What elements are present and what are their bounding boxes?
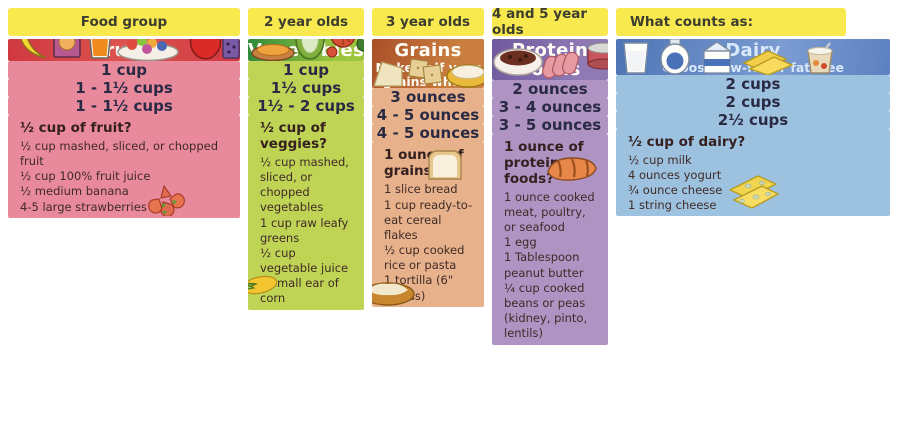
fruits-amount-45yr: 1 - 1½ cups: [8, 96, 240, 115]
table-row-fruits: Fruits 1 cup 1 - 1½ cups 1 - 1½ cups ½ c…: [8, 39, 240, 218]
grains-title: Grains: [394, 40, 462, 61]
grains-amount-2yr: 3 ounces: [372, 88, 484, 107]
grains-group-cell: Grains Make half your grains whole: [372, 39, 484, 89]
grains-what-counts-cell: 1 ounce of grains? 1 slice bread 1 cup r…: [372, 142, 484, 307]
bruschetta-icon: [251, 43, 295, 61]
yogurt-cup-icon: [807, 41, 833, 74]
grains-amount-45yr: 4 - 5 ounces: [372, 124, 484, 143]
protein-food-icons: [493, 42, 608, 79]
dairy-amount-2yr: 2 cups: [616, 74, 890, 93]
tuna-can-icon: [587, 42, 608, 70]
canned-peaches-icon: [53, 39, 81, 58]
milk-jug-icon: [660, 39, 690, 75]
vegetables-item: 1 small ear of corn: [260, 276, 339, 306]
cucumber-icon: [295, 39, 325, 60]
fruits-amount-3yr: 1 - 1½ cups: [8, 78, 240, 97]
vegetables-amount-3yr: 1½ cups: [248, 78, 364, 97]
cereal-bowl-icon: [446, 64, 484, 89]
dairy-group-cell: Dairy Choose low-fat or fat-free: [616, 39, 890, 75]
fruits-item: ½ cup mashed, sliced, or chopped fruit: [20, 138, 219, 169]
fruits-group-cell: Fruits: [8, 39, 240, 61]
table-row-vegetables: Vegetables 1 cup 1½ cups 1½ - 2 cups ½ c…: [248, 39, 364, 310]
table-row-protein-foods: Protein Foods 2 ounces 3 - 4 ounces 3 - …: [492, 39, 608, 345]
column-header-what-counts: What counts as:: [616, 8, 846, 36]
protein-item: 1 Tablespoon peanut butter: [504, 250, 584, 280]
dairy-question: ½ cup of dairy?: [628, 133, 746, 150]
fruits-question: ½ cup of fruit?: [20, 119, 132, 136]
protein-question: 1 ounce of protein foods?: [504, 138, 584, 187]
dairy-item: ½ cup milk: [628, 152, 692, 167]
cheese-slices-icon: [742, 49, 794, 75]
protein-amount-45yr: 3 - 5 ounces: [492, 115, 608, 134]
vegetables-group-cell: Vegetables: [248, 39, 364, 61]
apple-icon: [189, 39, 222, 60]
raisin-box-icon: [222, 39, 240, 59]
column-header-food-group: Food group: [8, 8, 240, 36]
broccoli-icon: [356, 39, 364, 52]
milk-glass-icon: [623, 41, 649, 74]
protein-item: ¼ cup cooked beans or peas (kidney, pint…: [504, 280, 588, 341]
dairy-item: 1 string cheese: [628, 198, 717, 213]
fruits-item: ½ medium banana: [20, 184, 129, 199]
vegetables-item: ½ cup vegetable juice: [260, 245, 349, 276]
grains-amount-3yr: 4 - 5 ounces: [372, 106, 484, 125]
fruit-plate-icon: [117, 39, 179, 61]
grains-food-icons: [373, 58, 484, 89]
grains-item: 1 cup ready-to-eat cereal flakes: [384, 197, 473, 242]
vegetables-question: ½ cup of veggies?: [260, 119, 327, 152]
table-row-dairy: Dairy Choose low-fat or fat-free 2 cups …: [616, 39, 890, 217]
fruits-item: 4-5 large strawberries: [20, 199, 147, 214]
protein-what-counts-cell: 1 ounce of protein foods? 1 ounce cooked…: [492, 133, 608, 345]
juice-glass-icon: [89, 39, 111, 59]
strawberries-icon: [148, 184, 185, 216]
milk-carton-icon: [701, 40, 733, 74]
dairy-amount-45yr: 2½ cups: [616, 110, 890, 129]
protein-amount-2yr: 2 ounces: [492, 79, 608, 98]
vegetables-food-icons: [251, 39, 364, 61]
banana-icon: [20, 39, 47, 59]
bean-bowl-icon: [493, 48, 543, 76]
fruits-food-icons: [20, 39, 240, 61]
crackers-icon: [408, 58, 443, 85]
bread-slice-icon: [428, 150, 462, 181]
vegetables-item: 1 cup raw leafy greens: [260, 215, 349, 245]
ham-slices-icon: [541, 51, 580, 79]
dairy-item: 4 ounces yogurt: [628, 167, 722, 182]
dairy-amount-3yr: 2 cups: [616, 92, 890, 111]
vegetables-what-counts-cell: ½ cup of veggies? ½ cup mashed, sliced, …: [248, 114, 364, 310]
vegetables-item: ½ cup mashed, sliced, or chopped vegetab…: [260, 154, 349, 215]
salmon-icon: [547, 157, 597, 181]
dairy-food-icons: [623, 39, 833, 75]
protein-amount-3yr: 3 - 4 ounces: [492, 97, 608, 116]
protein-item: 1 ounce cooked meat, poultry, or seafood: [504, 189, 595, 235]
bread-wedge-icon: [373, 61, 403, 88]
vegetables-amount-2yr: 1 cup: [248, 60, 364, 79]
grains-item: 1 slice bread: [384, 182, 458, 197]
protein-group-cell: Protein Foods: [492, 39, 608, 80]
rice-bowl-icon: [372, 282, 415, 306]
column-header-3-year-olds: 3 year olds: [372, 8, 484, 36]
column-header-4-5-year-olds: 4 and 5 year olds: [492, 6, 608, 38]
dairy-what-counts-cell: ½ cup of dairy? ½ cup milk 4 ounces yogu…: [616, 128, 890, 217]
cheese-slices-icon: [728, 175, 780, 210]
column-header-2-year-olds: 2 year olds: [248, 8, 364, 36]
corn-icon: [248, 275, 278, 294]
table-row-grains: Grains Make half your grains whole 3 oun…: [372, 39, 484, 307]
fruits-item: ½ cup 100% fruit juice: [20, 169, 151, 184]
fruits-amount-2yr: 1 cup: [8, 60, 240, 79]
dairy-item: ¾ ounce cheese: [628, 182, 723, 197]
vegetables-amount-45yr: 1½ - 2 cups: [248, 96, 364, 115]
protein-item: 1 egg: [504, 235, 537, 250]
grains-item: ½ cup cooked rice or pasta: [384, 243, 465, 273]
fruits-what-counts-cell: ½ cup of fruit? ½ cup mashed, sliced, or…: [8, 114, 240, 218]
tomato-icon: [326, 39, 356, 58]
